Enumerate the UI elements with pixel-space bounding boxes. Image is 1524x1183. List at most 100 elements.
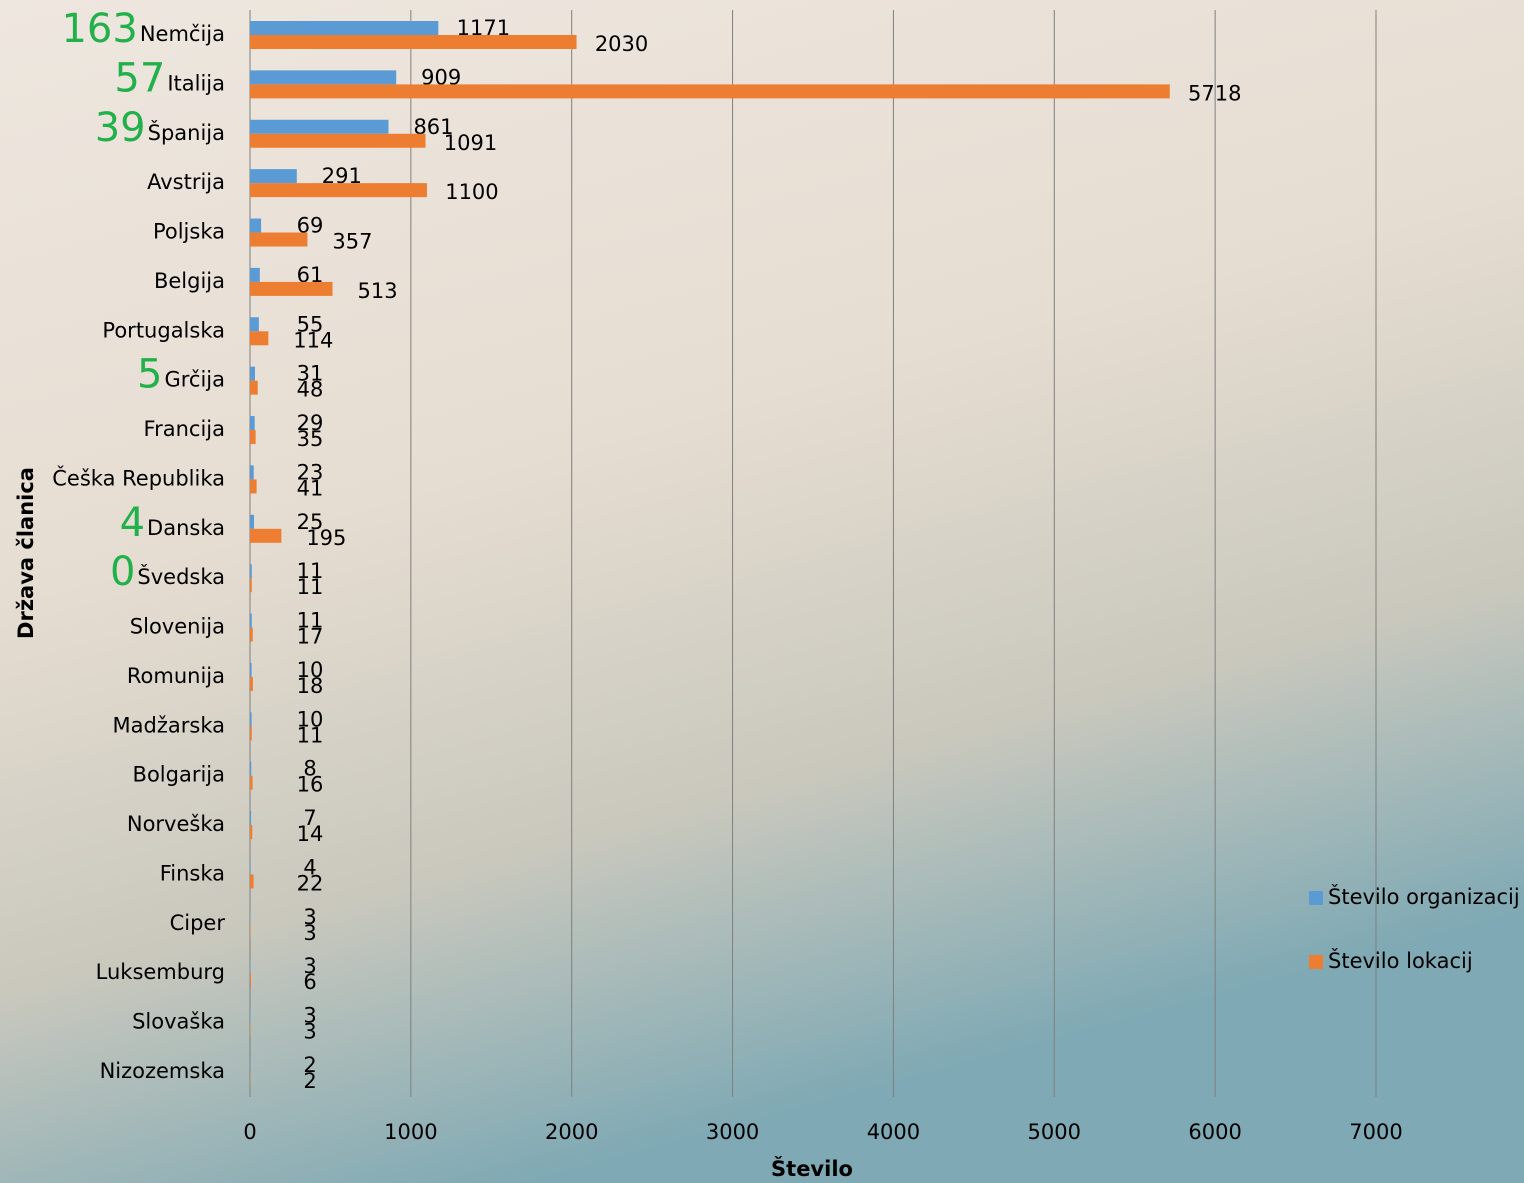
bar bbox=[250, 662, 252, 677]
value-label: 7 bbox=[303, 806, 316, 830]
y-tick-label: Ciper bbox=[170, 911, 226, 935]
value-label: 48 bbox=[297, 378, 324, 402]
value-label: 25 bbox=[297, 510, 324, 534]
value-label: 2030 bbox=[595, 32, 648, 56]
y-tick-label: Portugalska bbox=[102, 318, 225, 342]
bar bbox=[250, 973, 251, 988]
value-label: 11 bbox=[297, 575, 324, 599]
value-label: 16 bbox=[297, 773, 324, 797]
value-label: 114 bbox=[293, 328, 333, 352]
value-label: 4 bbox=[303, 855, 316, 879]
value-label: 10 bbox=[297, 658, 324, 682]
y-tick-label: Španija bbox=[148, 120, 225, 145]
value-label: 1091 bbox=[444, 131, 497, 155]
bar bbox=[250, 712, 252, 727]
bar bbox=[250, 232, 308, 247]
legend-label: Število organizacij bbox=[1328, 884, 1520, 909]
y-tick-label: Grčija bbox=[164, 368, 225, 392]
legend-swatch bbox=[1309, 891, 1323, 905]
y-tick-label: Bolgarija bbox=[133, 763, 225, 787]
bar bbox=[250, 775, 253, 790]
bar bbox=[250, 811, 252, 826]
y-tick-label: Francija bbox=[144, 417, 225, 441]
bar bbox=[250, 613, 252, 628]
bar bbox=[250, 564, 252, 579]
value-label: 41 bbox=[297, 476, 324, 500]
value-label: 10 bbox=[297, 707, 324, 731]
y-tick-label: Slovenija bbox=[130, 615, 225, 639]
y-tick-label: Romunija bbox=[127, 664, 225, 688]
bar bbox=[250, 218, 262, 233]
y-tick-label: Luksemburg bbox=[96, 960, 225, 984]
bar bbox=[250, 84, 1170, 99]
value-label: 29 bbox=[297, 411, 324, 435]
y-tick-label: Norveška bbox=[127, 812, 225, 836]
y-tick-label: Nizozemska bbox=[100, 1059, 225, 1083]
bar bbox=[250, 331, 269, 346]
value-label: 3 bbox=[303, 905, 316, 929]
x-tick-label: 0 bbox=[243, 1120, 256, 1144]
bar bbox=[250, 514, 255, 529]
bar bbox=[250, 874, 254, 889]
value-label: 23 bbox=[297, 460, 324, 484]
side-label: 39 bbox=[95, 105, 146, 151]
legend-label: Število lokacij bbox=[1328, 948, 1473, 973]
y-tick-label: Finska bbox=[160, 861, 225, 885]
side-label: 4 bbox=[120, 500, 145, 546]
x-tick-label: 2000 bbox=[545, 1120, 598, 1144]
bar bbox=[250, 761, 252, 776]
bar bbox=[250, 267, 260, 282]
bar bbox=[250, 528, 282, 543]
value-label: 3 bbox=[303, 1004, 316, 1028]
value-label: 195 bbox=[306, 526, 346, 550]
y-tick-label: Italija bbox=[167, 71, 225, 95]
bar bbox=[250, 479, 257, 494]
bar bbox=[250, 578, 252, 593]
value-label: 11 bbox=[297, 723, 324, 747]
y-axis-title: Država članica bbox=[14, 467, 38, 639]
x-tick-label: 5000 bbox=[1028, 1120, 1081, 1144]
value-label: 3 bbox=[303, 954, 316, 978]
bar bbox=[250, 119, 389, 134]
bar bbox=[250, 676, 253, 691]
bar bbox=[250, 21, 439, 35]
bar bbox=[250, 726, 252, 741]
y-tick-label: Češka Republika bbox=[52, 465, 225, 490]
side-label: 5 bbox=[137, 352, 162, 398]
x-tick-label: 3000 bbox=[706, 1120, 759, 1144]
value-label: 5718 bbox=[1188, 81, 1241, 105]
y-tick-label: Slovaška bbox=[132, 1010, 225, 1034]
side-label: 163 bbox=[61, 6, 137, 52]
bar bbox=[250, 35, 577, 49]
x-tick-label: 4000 bbox=[867, 1120, 920, 1144]
bar bbox=[250, 169, 297, 184]
bar bbox=[250, 860, 251, 875]
value-label: 35 bbox=[297, 427, 324, 451]
value-label: 14 bbox=[297, 822, 324, 846]
value-label: 31 bbox=[297, 362, 324, 386]
value-label: 2 bbox=[303, 1069, 316, 1093]
y-tick-label: Švedska bbox=[137, 564, 225, 589]
x-tick-label: 1000 bbox=[384, 1120, 437, 1144]
x-tick-label: 7000 bbox=[1349, 1120, 1402, 1144]
value-label: 8 bbox=[303, 757, 316, 781]
y-tick-label: Nemčija bbox=[140, 22, 225, 46]
value-label: 513 bbox=[357, 279, 397, 303]
side-label: 0 bbox=[110, 549, 135, 595]
x-axis-title: Število bbox=[771, 1156, 853, 1181]
x-tick-label: 6000 bbox=[1188, 1120, 1241, 1144]
y-tick-label: Danska bbox=[147, 516, 225, 540]
bar bbox=[250, 627, 253, 642]
value-label: 1100 bbox=[445, 180, 498, 204]
value-label: 11 bbox=[297, 609, 324, 633]
bar bbox=[250, 133, 426, 148]
value-label: 357 bbox=[332, 230, 372, 254]
y-tick-label: Poljska bbox=[153, 220, 225, 244]
y-tick-label: Madžarska bbox=[113, 713, 225, 737]
bar bbox=[250, 281, 333, 296]
value-label: 18 bbox=[297, 674, 324, 698]
value-label: 17 bbox=[297, 625, 324, 649]
value-label: 2 bbox=[303, 1053, 316, 1077]
